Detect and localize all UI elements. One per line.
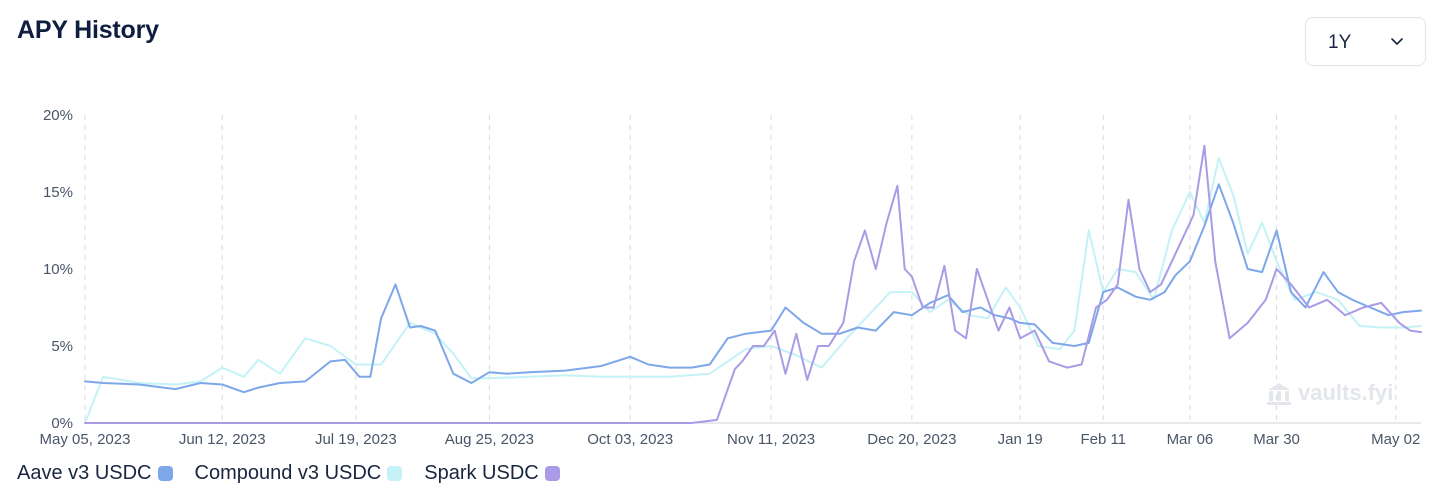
watermark-text: vaults.fyi xyxy=(1298,380,1394,405)
compound-series-line xyxy=(84,157,1422,424)
x-tick-label: Mar 30 xyxy=(1253,431,1300,448)
x-tick-label: May 05, 2023 xyxy=(40,431,131,448)
y-tick-label: 20% xyxy=(43,107,73,124)
x-tick-label: Jan 19 xyxy=(998,431,1043,448)
x-tick-label: Aug 25, 2023 xyxy=(445,431,534,448)
legend-swatch-aave xyxy=(157,466,173,481)
x-tick-label: Feb 11 xyxy=(1080,431,1126,448)
x-tick-label: Jul 19, 2023 xyxy=(315,431,397,448)
y-tick-label: 5% xyxy=(51,338,73,355)
time-range-select[interactable]: 1Y xyxy=(1305,17,1426,66)
x-tick-label: Dec 20, 2023 xyxy=(867,431,956,448)
x-tick-label: May 02 xyxy=(1371,431,1420,448)
legend-item-aave[interactable]: Aave v3 USDC xyxy=(17,462,173,485)
legend-label-compound: Compound v3 USDC xyxy=(194,462,382,484)
x-tick-label: Jun 12, 2023 xyxy=(179,431,266,448)
legend-item-compound[interactable]: Compound v3 USDC xyxy=(195,462,403,485)
x-tick-label: Oct 03, 2023 xyxy=(587,431,673,448)
watermark: vaults.fyi xyxy=(1266,380,1393,406)
legend-swatch-compound xyxy=(387,466,403,481)
spark-series-line xyxy=(84,144,1422,424)
chevron-down-icon xyxy=(1391,38,1403,45)
page-title: APY History xyxy=(17,16,159,44)
legend-swatch-spark xyxy=(544,466,560,481)
legend-label-spark: Spark USDC xyxy=(424,462,539,484)
apy-line-chart: May 05, 2023 Jun 12, 2023 Jul 19, 2023 Aug … xyxy=(40,107,1422,448)
x-tick-label: Mar 06 xyxy=(1167,431,1214,448)
time-range-value: 1Y xyxy=(1328,32,1352,53)
y-tick-label: 10% xyxy=(43,261,73,278)
x-tick-label: Nov 11, 2023 xyxy=(727,431,815,448)
legend-item-spark[interactable]: Spark USDC xyxy=(424,462,560,485)
vault-icon xyxy=(1267,383,1291,405)
chart-legend: Aave v3 USDC Compound v3 USDC Spark USDC xyxy=(17,462,582,485)
y-tick-label: 15% xyxy=(43,184,73,201)
legend-label-aave: Aave v3 USDC xyxy=(17,462,152,484)
aave-series-line xyxy=(84,183,1422,394)
y-tick-label: 0% xyxy=(51,415,73,432)
